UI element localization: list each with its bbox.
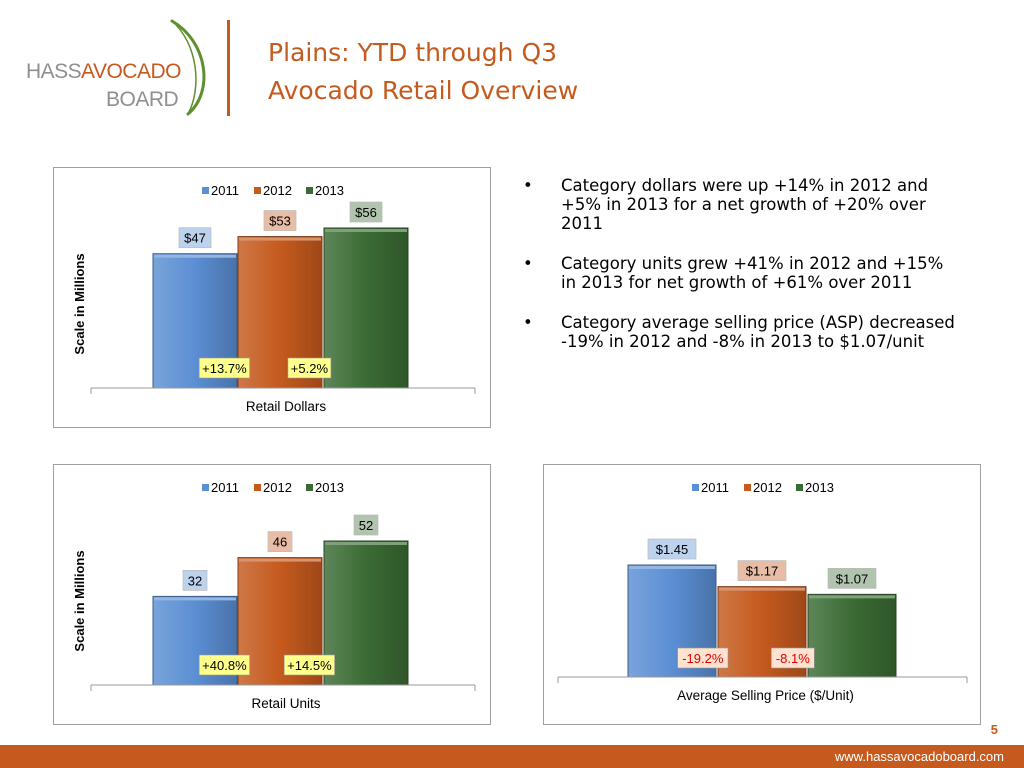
legend-swatch-2012 — [254, 187, 261, 194]
chart-svg: 2011 2012 2013 $1.45 $1.17 $1.07 -19.2% -8.1% Av… — [557, 480, 968, 703]
bar-highlight-2012 — [239, 237, 321, 241]
bullet-dot: • — [523, 176, 533, 195]
legend-label-2013: 2013 — [805, 480, 834, 495]
y-axis-label: Scale in Millions — [72, 550, 87, 651]
hass-avocado-board-logo: HASS AVOCADO BOARD — [22, 18, 222, 118]
value-label: $56 — [355, 205, 377, 220]
value-label: $53 — [269, 214, 291, 229]
bullet-item: • Category units grew +41% in 2012 and +1… — [520, 254, 960, 292]
growth-label-box — [283, 654, 335, 676]
bullet-text: Category units grew +41% in 2012 and +15… — [561, 254, 944, 292]
bar-highlight-2012 — [719, 587, 805, 591]
value-label: $1.17 — [746, 564, 779, 579]
legend-swatch-2012 — [744, 484, 751, 491]
growth-label-box — [198, 357, 250, 379]
growth-label: +13.7% — [202, 361, 247, 376]
page-number: 5 — [990, 722, 998, 737]
bullet-text: Category dollars were up +14% in 2012 an… — [561, 176, 929, 233]
growth-label-box — [287, 357, 332, 379]
value-label-box — [182, 570, 208, 591]
avocado-leaf-icon — [170, 19, 206, 116]
summary-bullets: • Category dollars were up +14% in 2012 a… — [520, 176, 960, 372]
legend-swatch-2012 — [254, 484, 261, 491]
title-divider — [227, 20, 230, 116]
value-label: $1.45 — [656, 542, 689, 557]
x-axis-label: Average Selling Price ($/Unit) — [677, 688, 854, 703]
value-label-box — [353, 514, 379, 536]
retail-dollars-chart: 2011 2012 2013 Scale in Millions $47 $53 $56 +1… — [53, 167, 491, 428]
y-axis-label: Scale in Millions — [72, 253, 87, 354]
value-label-box — [267, 531, 293, 552]
value-label-box — [647, 538, 697, 560]
legend-label-2012: 2012 — [753, 480, 782, 495]
legend-label-2011: 2011 — [701, 480, 729, 495]
logo-text-avocado: AVOCADO — [81, 60, 181, 83]
x-axis-label: Retail Dollars — [246, 399, 327, 414]
legend-swatch-2011 — [692, 484, 699, 491]
logo-text-hass: HASS — [26, 60, 82, 83]
bar-highlight-2011 — [154, 597, 236, 601]
growth-label-box — [198, 654, 250, 676]
value-label: $47 — [184, 231, 206, 246]
footer-url: www.hassavocadoboard.com — [834, 749, 1004, 764]
value-label-box — [349, 201, 383, 223]
growth-label: +14.5% — [287, 658, 332, 673]
bullet-item: • Category average selling price (ASP) de… — [520, 313, 960, 351]
bar-highlight-2013 — [809, 595, 895, 599]
value-label-box — [827, 568, 877, 589]
legend-label-2011: 2011 — [211, 480, 239, 495]
value-label-box — [178, 227, 212, 249]
bullet-item: • Category dollars were up +14% in 2012 a… — [520, 176, 960, 233]
value-label: $1.07 — [836, 571, 869, 586]
bar-highlight-2012 — [239, 558, 321, 562]
value-label-box — [737, 560, 787, 581]
x-axis-label: Retail Units — [251, 696, 320, 711]
legend-swatch-2013 — [306, 187, 313, 194]
bullet-text: Category average selling price (ASP) dec… — [561, 313, 955, 351]
growth-label-box — [677, 647, 729, 669]
bar-highlight-2013 — [325, 542, 407, 545]
bar-2013 — [323, 540, 409, 686]
value-label: 52 — [359, 518, 373, 533]
bar-2013 — [323, 227, 409, 389]
legend-label-2012: 2012 — [263, 183, 292, 198]
legend-swatch-2013 — [306, 484, 313, 491]
growth-label-box — [771, 647, 815, 669]
bar-2013 — [807, 593, 897, 678]
bullet-dot: • — [523, 313, 533, 332]
value-label: 46 — [273, 535, 287, 550]
value-label: 32 — [188, 573, 202, 588]
legend-label-2011: 2011 — [211, 183, 239, 198]
growth-label: +40.8% — [202, 658, 247, 673]
growth-label: +5.2% — [291, 361, 329, 376]
page-subtitle: Avocado Retail Overview — [268, 76, 579, 105]
value-label-box — [263, 210, 297, 231]
legend-label-2012: 2012 — [263, 480, 292, 495]
growth-label: -8.1% — [776, 651, 810, 666]
bar-highlight-2013 — [325, 229, 407, 232]
asp-chart: 2011 2012 2013 $1.45 $1.17 $1.07 -19.2% -8.1% Av… — [543, 464, 981, 725]
bar-highlight-2011 — [154, 254, 236, 258]
legend-label-2013: 2013 — [315, 480, 344, 495]
chart-svg: 2011 2012 2013 Scale in Millions $47 $53 $56 +1… — [72, 183, 476, 414]
logo-text-board: BOARD — [106, 88, 179, 111]
chart-svg: 2011 2012 2013 Scale in Millions 32 46 52 +40.8… — [72, 480, 476, 711]
growth-label: -19.2% — [682, 651, 724, 666]
footer-bar: www.hassavocadoboard.com — [0, 745, 1024, 768]
legend-swatch-2011 — [202, 484, 209, 491]
page-title: Plains: YTD through Q3 — [268, 38, 558, 67]
bar-highlight-2011 — [629, 566, 715, 569]
legend-label-2013: 2013 — [315, 183, 344, 198]
legend-swatch-2013 — [796, 484, 803, 491]
bullet-dot: • — [523, 254, 533, 273]
legend-swatch-2011 — [202, 187, 209, 194]
retail-units-chart: 2011 2012 2013 Scale in Millions 32 46 52 +40.8… — [53, 464, 491, 725]
